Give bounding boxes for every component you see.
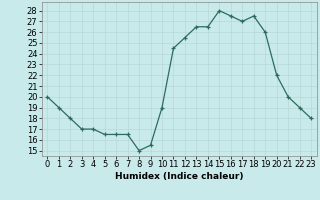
X-axis label: Humidex (Indice chaleur): Humidex (Indice chaleur) bbox=[115, 172, 244, 181]
